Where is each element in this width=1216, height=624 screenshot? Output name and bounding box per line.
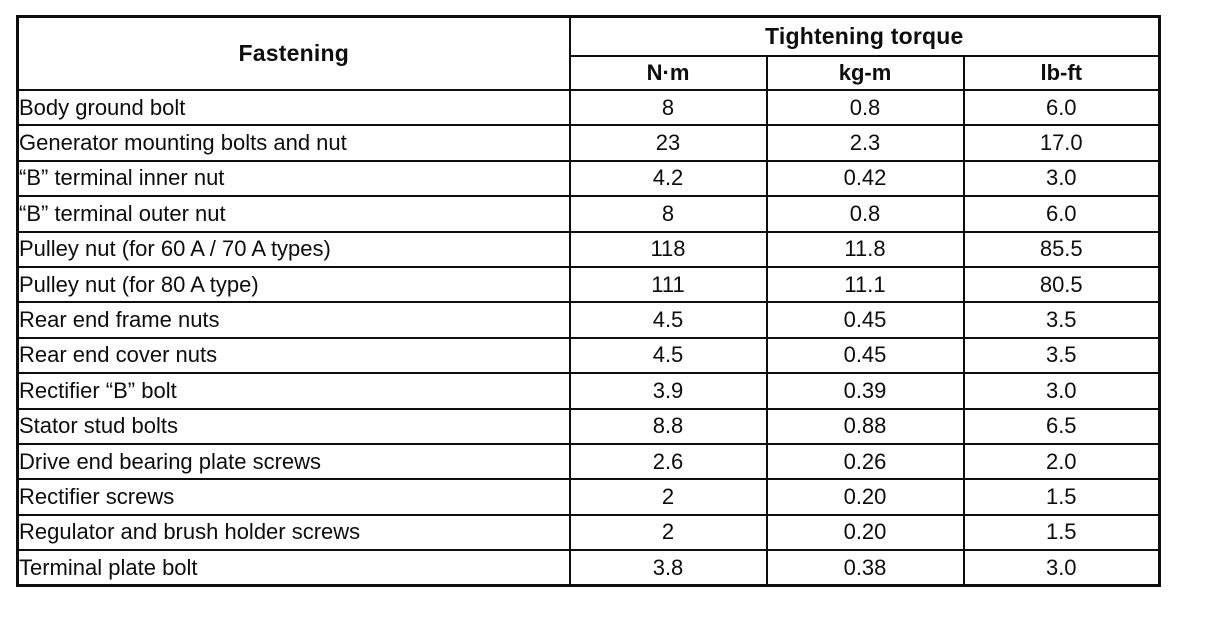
table-row: Drive end bearing plate screws 2.6 0.26 … (16, 442, 1161, 481)
fastening-cell: Rectifier “B” bolt (16, 372, 571, 410)
lbft-cell: 85.5 (962, 230, 1161, 268)
nm-cell: 8.8 (568, 407, 768, 445)
nm-cell: 2 (568, 478, 768, 516)
kgm-cell: 0.8 (765, 195, 965, 233)
kgm-cell: 0.20 (765, 478, 965, 516)
nm-cell: 4.5 (568, 301, 768, 339)
table-row: Stator stud bolts 8.8 0.88 6.5 (16, 407, 1161, 445)
table-row: Rear end cover nuts 4.5 0.45 3.5 (16, 336, 1161, 375)
fastening-cell: Generator mounting bolts and nut (16, 124, 571, 162)
fastening-cell: Rear end cover nuts (16, 336, 571, 375)
nm-cell: 3.9 (568, 372, 768, 410)
fastening-cell: “B” terminal inner nut (16, 159, 571, 198)
table-row: Rear end frame nuts 4.5 0.45 3.5 (16, 301, 1161, 339)
kgm-cell: 0.38 (765, 549, 965, 587)
table-row: Generator mounting bolts and nut 23 2.3 … (16, 124, 1161, 162)
lbft-cell: 1.5 (962, 478, 1161, 516)
nm-cell: 2.6 (568, 442, 768, 481)
nm-cell: 118 (568, 230, 768, 268)
nm-cell: 4.5 (568, 336, 768, 375)
torque-group-header: Tightening torque (568, 15, 1161, 57)
nm-cell: 111 (568, 265, 768, 304)
kgm-cell: 0.39 (765, 372, 965, 410)
unit-header-lbft: lb-ft (962, 55, 1161, 91)
fastening-cell: Body ground bolt (16, 88, 571, 127)
kgm-cell: 0.26 (765, 442, 965, 481)
kgm-cell: 0.8 (765, 88, 965, 127)
lbft-cell: 3.5 (962, 336, 1161, 375)
lbft-cell: 3.0 (962, 159, 1161, 198)
kgm-cell: 0.45 (765, 336, 965, 375)
lbft-cell: 17.0 (962, 124, 1161, 162)
header-row-units: N·m kg-m lb-ft (18, 55, 1161, 91)
tightening-torque-table: Fastening Tightening torque N·m kg-m lb-… (16, 15, 1161, 587)
fastening-cell: Stator stud bolts (16, 407, 571, 445)
table-row: “B” terminal outer nut 8 0.8 6.0 (16, 195, 1161, 233)
header-row-group: Fastening Tightening torque (16, 15, 1161, 91)
lbft-cell: 6.0 (962, 195, 1161, 233)
kgm-cell: 0.20 (765, 513, 965, 552)
table-row: Terminal plate bolt 3.8 0.38 3.0 (16, 549, 1161, 587)
lbft-cell: 6.5 (962, 407, 1161, 445)
fastening-cell: “B” terminal outer nut (16, 195, 571, 233)
nm-cell: 8 (568, 88, 768, 127)
nm-cell: 4.2 (568, 159, 768, 198)
fastening-cell: Rectifier screws (16, 478, 571, 516)
lbft-cell: 3.0 (962, 549, 1161, 587)
lbft-cell: 6.0 (962, 88, 1161, 127)
fastening-cell: Rear end frame nuts (16, 301, 571, 339)
fastening-cell: Pulley nut (for 60 A / 70 A types) (16, 230, 571, 268)
lbft-cell: 3.0 (962, 372, 1161, 410)
table-row: “B” terminal inner nut 4.2 0.42 3.0 (16, 159, 1161, 198)
fastening-cell: Terminal plate bolt (16, 549, 571, 587)
lbft-cell: 1.5 (962, 513, 1161, 552)
lbft-cell: 80.5 (962, 265, 1161, 304)
table-row: Body ground bolt 8 0.8 6.0 (16, 88, 1161, 127)
table-row: Rectifier “B” bolt 3.9 0.39 3.0 (16, 372, 1161, 410)
lbft-cell: 2.0 (962, 442, 1161, 481)
unit-header-kgm: kg-m (765, 55, 965, 91)
nm-cell: 23 (568, 124, 768, 162)
nm-cell: 2 (568, 513, 768, 552)
fastening-column-header: Fastening (16, 15, 571, 91)
kgm-cell: 11.1 (765, 265, 965, 304)
nm-cell: 3.8 (568, 549, 768, 587)
kgm-cell: 11.8 (765, 230, 965, 268)
kgm-cell: 0.45 (765, 301, 965, 339)
fastening-cell: Pulley nut (for 80 A type) (16, 265, 571, 304)
table-row: Pulley nut (for 80 A type) 111 11.1 80.5 (16, 265, 1161, 304)
fastening-cell: Drive end bearing plate screws (16, 442, 571, 481)
kgm-cell: 0.42 (765, 159, 965, 198)
kgm-cell: 2.3 (765, 124, 965, 162)
table-row: Regulator and brush holder screws 2 0.20… (16, 513, 1161, 552)
kgm-cell: 0.88 (765, 407, 965, 445)
table-row: Rectifier screws 2 0.20 1.5 (16, 478, 1161, 516)
fastening-cell: Regulator and brush holder screws (16, 513, 571, 552)
nm-cell: 8 (568, 195, 768, 233)
unit-header-nm: N·m (568, 55, 768, 91)
table-row: Pulley nut (for 60 A / 70 A types) 118 1… (16, 230, 1161, 268)
lbft-cell: 3.5 (962, 301, 1161, 339)
